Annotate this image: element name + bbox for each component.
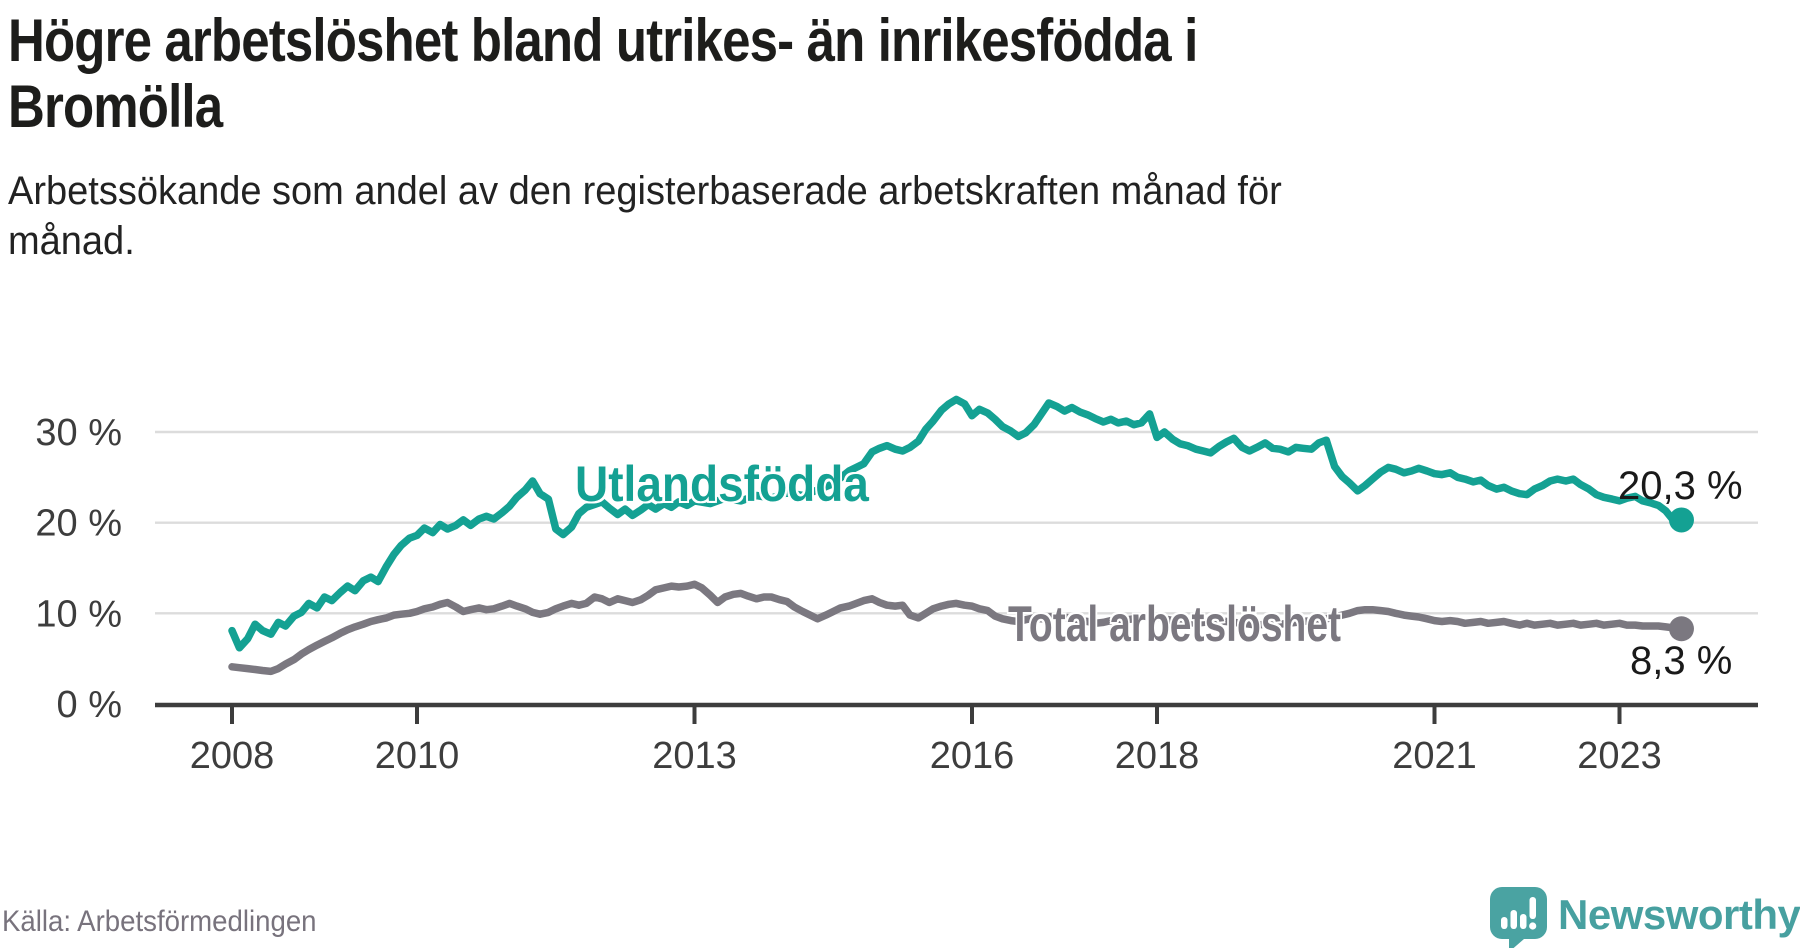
y-tick-label-0: 0 % [57,684,122,726]
source-note: Källa: Arbetsförmedlingen [2,905,317,938]
y-tick-label-10: 10 % [35,593,122,635]
page-title: Högre arbetslöshet bland utrikes- än inr… [8,7,1198,140]
end-value-label-total: 8,3 % [1630,639,1733,683]
x-tick-label-2013: 2013 [652,735,737,777]
series-line-total [228,580,1686,676]
x-tick-label-2021: 2021 [1392,735,1477,777]
x-tick-label-2018: 2018 [1115,735,1200,777]
x-tick-label-2023: 2023 [1577,735,1662,777]
newsworthy-logo: Newsworthy [1488,886,1800,948]
series-end-dot-utlandsfodda [1668,507,1694,533]
y-tick-label-30: 30 % [35,412,122,454]
newsworthy-wordmark: Newsworthy [1558,891,1800,938]
x-tick-label-2016: 2016 [930,735,1015,777]
series-label-total-arbetsloshet: Total arbetslöshet [1008,596,1342,652]
series-line-utlandsfodda [228,395,1686,652]
x-tick-label-2008: 2008 [190,735,275,777]
newsworthy-chart-bubble-icon [1490,887,1547,948]
x-tick-label-2010: 2010 [375,735,460,777]
end-value-label-utlandsfodda: 20,3 % [1618,464,1743,508]
series-end-dot-total [1668,616,1694,642]
y-tick-label-20: 20 % [35,503,122,545]
page-subtitle: Arbetssökande som andel av den registerb… [8,169,1282,263]
series-label-utlandsfodda: Utlandsfödda [575,456,869,512]
